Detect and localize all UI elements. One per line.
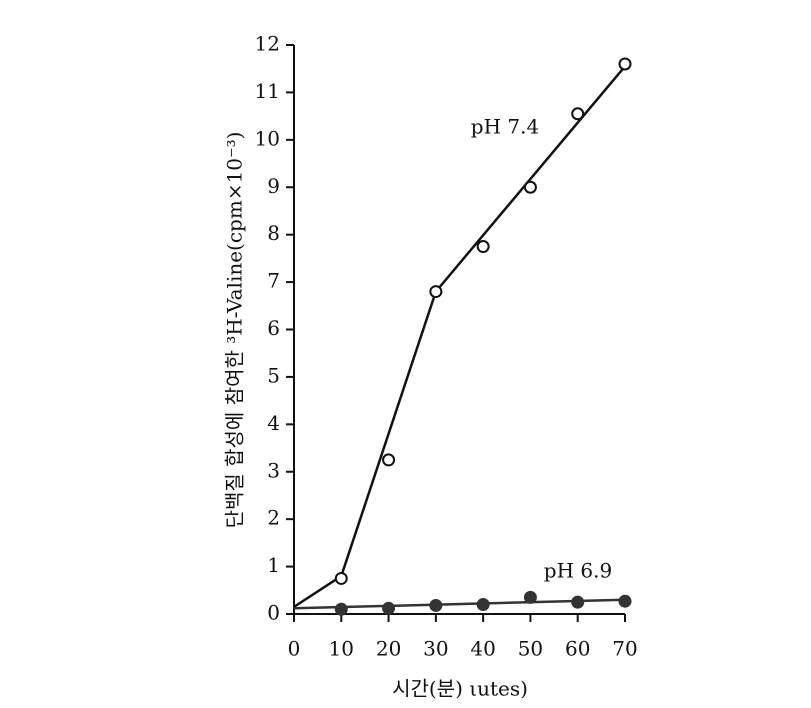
y-tick-label: 10 [255,126,280,150]
series-label: pH 6.9 [544,559,612,583]
data-point [618,57,632,71]
y-tick-label: 4 [267,411,280,435]
x-tick-label: 40 [470,637,495,661]
fit-line [293,65,626,608]
x-tick-label: 10 [329,637,354,661]
y-tick-label: 5 [267,363,280,387]
x-axis-label: 시간(분) ιutes) [392,677,528,701]
data-point [382,601,396,615]
y-tick-label: 12 [255,32,280,56]
x-tick-label: 20 [376,637,401,661]
data-point [571,595,585,609]
y-tick-label: 3 [267,458,280,482]
data-point [618,594,632,608]
y-tick-label: 1 [267,553,280,577]
y-tick-label: 9 [267,174,280,198]
data-point [523,180,537,194]
y-tick-label: 11 [255,79,280,103]
series-label: pH 7.4 [471,115,539,139]
data-point [334,571,348,585]
x-tick-label: 30 [423,637,448,661]
x-tick-label: 0 [288,637,301,661]
y-tick-label: 7 [267,269,280,293]
data-point [523,590,537,604]
data-point [571,107,585,121]
fit-line [293,598,626,610]
x-tick-label: 60 [565,637,590,661]
y-tick-label: 6 [267,316,280,340]
data-point [382,453,396,467]
data-point [476,598,490,612]
data-point [476,240,490,254]
data-point [334,602,348,616]
y-tick-label: 8 [267,221,280,245]
y-axis-label: 단백질 합성에 참여한 ³H-Valine(cpm×10⁻³) [223,132,247,529]
y-tick-label: 2 [267,506,280,530]
data-point [429,285,443,299]
data-point [429,598,443,612]
y-tick-label: 0 [267,601,280,625]
x-tick-label: 70 [612,637,637,661]
x-tick-label: 50 [518,637,543,661]
